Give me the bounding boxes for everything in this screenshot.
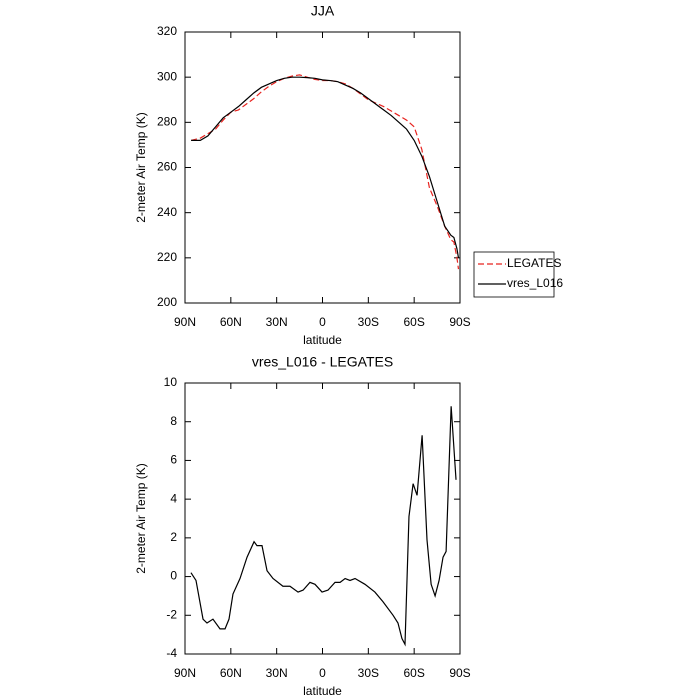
x-axis-label: latitude <box>303 684 342 698</box>
data-line <box>191 76 460 258</box>
y-tick-label: 0 <box>170 569 177 583</box>
y-tick-label: 320 <box>157 24 177 38</box>
y-tick-label: 220 <box>157 250 177 264</box>
y-tick-label: 6 <box>170 453 177 467</box>
data-line <box>190 74 460 270</box>
y-tick-label: 300 <box>157 69 177 83</box>
y-tick-label: 260 <box>157 160 177 174</box>
x-tick-label: 60N <box>220 666 242 680</box>
chart-title: vres_L016 - LEGATES <box>252 354 393 370</box>
chart-title: JJA <box>311 3 335 19</box>
y-tick-label: 4 <box>170 491 177 505</box>
x-tick-label: 90S <box>449 666 470 680</box>
plot-frame <box>184 382 461 655</box>
x-tick-label: 60S <box>403 666 424 680</box>
y-axis-label: 2-meter Air Temp (K) <box>134 112 148 222</box>
x-tick-label: 30S <box>358 315 379 329</box>
legend-label: LEGATES <box>507 256 561 270</box>
x-tick-label: 30S <box>358 666 379 680</box>
x-tick-label: 30N <box>266 315 288 329</box>
x-tick-label: 90N <box>174 315 196 329</box>
y-tick-label: 240 <box>157 205 177 219</box>
x-tick-label: 30N <box>266 666 288 680</box>
x-tick-label: 0 <box>319 666 326 680</box>
plot-frame <box>184 31 461 304</box>
y-tick-label: 280 <box>157 115 177 129</box>
legend-box <box>473 251 555 298</box>
x-tick-label: 60N <box>220 315 242 329</box>
x-tick-label: 90S <box>449 315 470 329</box>
legend-label: vres_L016 <box>507 276 563 290</box>
x-tick-label: 90N <box>174 666 196 680</box>
y-tick-label: -4 <box>166 646 177 660</box>
y-tick-label: 2 <box>170 530 177 544</box>
y-tick-label: -2 <box>166 607 177 621</box>
y-axis-label: 2-meter Air Temp (K) <box>134 463 148 573</box>
x-tick-label: 0 <box>319 315 326 329</box>
x-tick-label: 60S <box>403 315 424 329</box>
data-line <box>190 406 457 647</box>
x-axis-label: latitude <box>303 333 342 347</box>
y-tick-label: 8 <box>170 414 177 428</box>
y-tick-label: 200 <box>157 295 177 309</box>
y-tick-label: 10 <box>164 375 178 389</box>
